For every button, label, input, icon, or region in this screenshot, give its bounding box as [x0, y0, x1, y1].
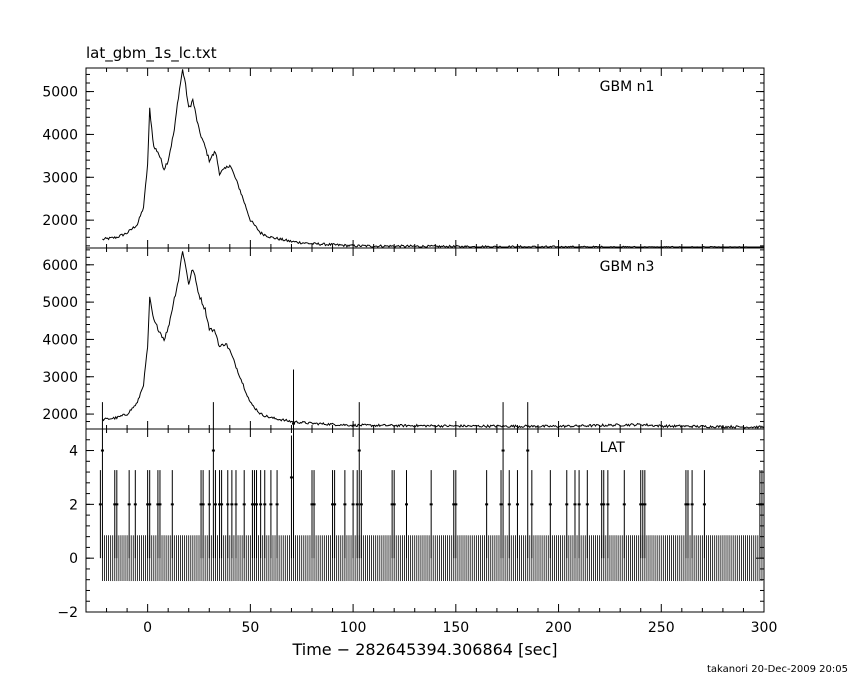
x-tick-label: 250: [648, 620, 675, 636]
x-tick-label: 100: [340, 620, 367, 636]
panel-label: GBM n1: [600, 79, 655, 95]
figure-title: lat_gbm_1s_lc.txt: [86, 44, 217, 62]
x-tick-label: 150: [442, 620, 469, 636]
y-tick-label: 3000: [42, 170, 78, 186]
y-tick-label: 5000: [42, 85, 78, 101]
footer-timestamp: takanori 20-Dec-2009 20:05: [706, 664, 848, 675]
lightcurve-line: [101, 251, 765, 429]
lightcurve-line: [102, 69, 764, 248]
y-tick-label: 6000: [42, 258, 78, 274]
y-tick-label: 4000: [42, 332, 78, 348]
x-tick-label: 50: [241, 620, 259, 636]
x-tick-label: 200: [545, 620, 572, 636]
y-tick-label: −2: [57, 605, 78, 621]
y-tick-label: 0: [69, 551, 78, 567]
x-tick-label: 300: [751, 620, 778, 636]
y-tick-label: 2000: [42, 407, 78, 423]
panel-label: LAT: [600, 440, 626, 456]
y-tick-label: 4000: [42, 127, 78, 143]
y-tick-label: 4: [69, 444, 78, 460]
x-tick-label: 0: [143, 620, 152, 636]
y-tick-label: 5000: [42, 295, 78, 311]
panel-frame: [85, 428, 765, 613]
panel-frame: [85, 247, 765, 430]
panel-label: GBM n3: [600, 259, 655, 275]
y-tick-label: 2000: [42, 213, 78, 229]
x-axis-label: Time − 282645394.306864 [sec]: [292, 640, 558, 659]
y-tick-label: 2: [69, 497, 78, 513]
panel-frame: [85, 67, 765, 249]
y-tick-label: 3000: [42, 370, 78, 386]
